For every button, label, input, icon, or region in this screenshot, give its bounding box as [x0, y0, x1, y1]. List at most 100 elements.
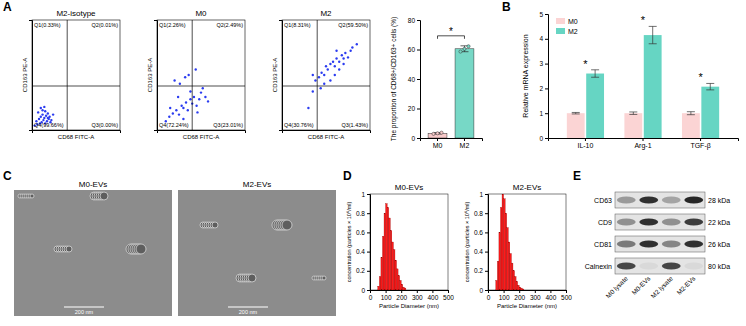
point [47, 112, 49, 114]
legend-swatch [556, 28, 565, 34]
tick-mark [367, 232, 370, 233]
tick: 5 [539, 11, 548, 18]
tick: Arg-1 [634, 138, 651, 150]
plot-frame [488, 194, 566, 290]
tick-mark [367, 194, 370, 195]
grouped-bar-panel: 012345IL-10Arg-1TGF-β***M0M2Relative mRN… [522, 11, 739, 150]
point [207, 100, 209, 102]
quadrant-label: Q1(2.26%) [159, 22, 186, 28]
tick-mark [485, 213, 488, 214]
tick-mark [550, 290, 551, 293]
tick-label: 400 [427, 294, 438, 301]
tick-label: 400 [545, 294, 556, 301]
data-point [459, 50, 462, 53]
title: M2-isotype [56, 9, 96, 18]
tick-mark [401, 290, 402, 293]
point [356, 43, 358, 45]
error-bar-line [706, 89, 714, 90]
y-axis-title: concentration (particles × 10⁶/ml) [464, 202, 470, 283]
point [195, 68, 197, 70]
histogram-bar [499, 232, 501, 290]
tick-mark [545, 14, 548, 15]
histogram-bar [382, 236, 384, 290]
quadrant-label: Q4(30.76%) [284, 122, 314, 128]
tick-mark [545, 88, 548, 89]
lane-label: M0-EVs [630, 274, 652, 296]
vesicle [282, 220, 292, 230]
axis-line [417, 21, 421, 139]
significance: * [641, 14, 646, 26]
tick: TGF-β [690, 138, 710, 150]
band [617, 240, 636, 247]
gate-line [282, 86, 370, 87]
size-label: 26 kDa [708, 241, 730, 248]
point [40, 107, 42, 109]
tick: 500 [561, 290, 572, 301]
point [335, 50, 337, 52]
point [332, 61, 334, 63]
blot-strip [615, 192, 705, 208]
point [178, 113, 180, 115]
legend-label: M0 [568, 18, 578, 25]
point [187, 74, 189, 76]
histogram-bar [504, 199, 506, 290]
bar [567, 113, 585, 138]
tick: 0 [369, 290, 373, 301]
tick-mark [417, 50, 420, 51]
error-bar-line [572, 112, 580, 113]
points [282, 20, 370, 130]
y-axis-title: CD163 PE-A [272, 58, 278, 92]
band [662, 196, 681, 203]
lane-label: M0 lysate [604, 274, 630, 300]
tick-label: 0.4 [356, 248, 365, 255]
band [684, 218, 703, 225]
tick: 0.4 [356, 248, 370, 255]
tick-label: 0.6 [356, 229, 365, 236]
scatter-panel: Q1(8.31%)Q2(59.50%)Q3(1.43%)Q4(30.76%)M2… [272, 9, 371, 140]
histogram-bar [398, 276, 400, 290]
tick-label: 1 [479, 191, 483, 198]
point [335, 57, 337, 59]
tick-label: 3 [539, 60, 543, 67]
point [312, 74, 314, 76]
tick-label: 0 [369, 294, 373, 301]
gate-line [317, 20, 318, 130]
data-point [432, 132, 435, 135]
point [342, 63, 344, 65]
tick-label: 0 [361, 287, 365, 294]
band [684, 240, 703, 247]
vesicle [212, 222, 218, 228]
tick-mark [464, 138, 465, 141]
tick-mark [485, 252, 488, 253]
error-bar-line [591, 77, 599, 78]
error-bar-line [690, 112, 691, 115]
error-bar-line [687, 111, 695, 112]
band [684, 262, 703, 269]
quadrant-label: Q2(0.01%) [91, 22, 118, 28]
point [189, 90, 191, 92]
marks [378, 204, 406, 290]
lane-label: M2-EVs [675, 274, 697, 296]
tick-mark [386, 290, 387, 293]
band [639, 262, 658, 269]
point [193, 96, 195, 98]
tick-mark [485, 232, 488, 233]
band [662, 262, 681, 269]
histogram-bar [395, 260, 397, 290]
western-blot: CD6328 kDaCD922 kDaCD8126 kDaCalnexin80 … [585, 192, 731, 300]
tick: 300 [530, 290, 541, 301]
point [327, 68, 329, 70]
histogram-bar [513, 271, 515, 290]
bar [624, 113, 642, 138]
point [40, 116, 42, 118]
quadrant-label: Q1(8.31%) [284, 22, 311, 28]
tick: 40 [408, 76, 420, 83]
point [41, 109, 43, 111]
error-bar-line [595, 70, 596, 77]
panel-label: E [573, 169, 581, 183]
error-bar-line [649, 43, 657, 44]
histogram-bar [392, 242, 394, 290]
tick-mark [485, 194, 488, 195]
point [37, 111, 39, 113]
gate-line [32, 86, 120, 87]
